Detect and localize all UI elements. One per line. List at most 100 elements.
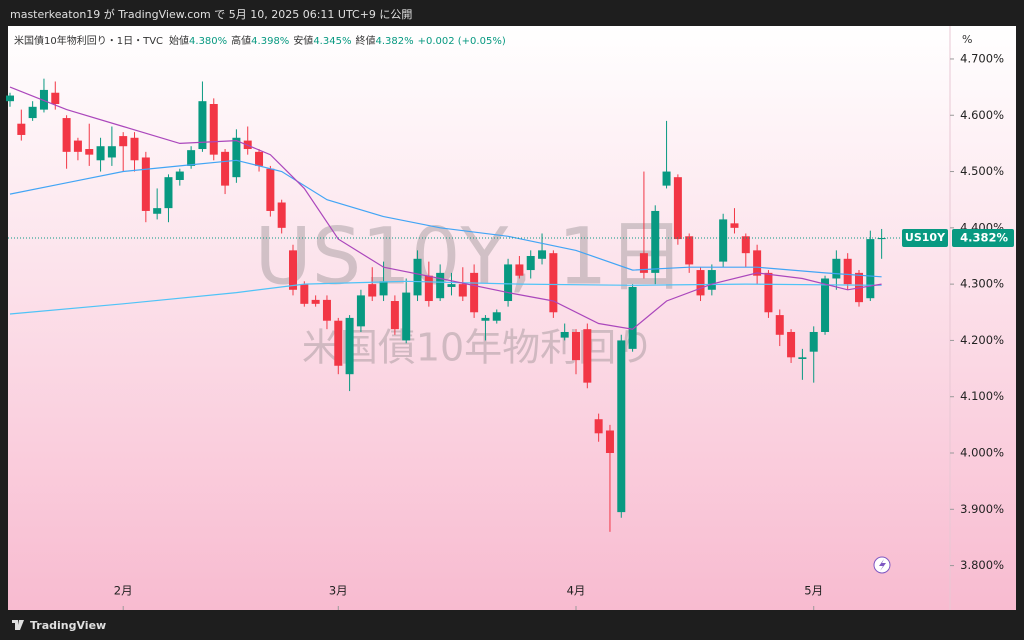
- candle-body: [96, 146, 105, 161]
- candle-body: [85, 149, 94, 155]
- candle-body: [6, 95, 14, 102]
- legend-label: 始値: [169, 36, 190, 47]
- watermark: 米国債10年物利回り: [302, 326, 654, 370]
- unit-label: %: [962, 33, 972, 46]
- candle-body: [560, 331, 569, 338]
- logo: [12, 620, 24, 630]
- y-tick-label: 4.500%: [960, 164, 1004, 178]
- y-tick-label: 4.000%: [960, 446, 1004, 460]
- candle-body: [821, 278, 830, 332]
- candle-body: [639, 253, 648, 273]
- legend-label: 高値: [231, 36, 252, 47]
- candle-body: [753, 250, 762, 276]
- candle-body: [764, 272, 773, 313]
- candle-body: [356, 295, 365, 327]
- candle-body: [447, 284, 456, 287]
- candle-body: [481, 317, 490, 321]
- candle-body: [424, 275, 433, 302]
- candle-body: [51, 92, 60, 104]
- candle-body: [719, 219, 728, 262]
- candle-body: [617, 340, 626, 513]
- candle-body: [153, 208, 162, 214]
- x-tick-label: 2月: [114, 584, 133, 598]
- symbol-line: 米国債10年物利回り・1日・TVC: [14, 36, 164, 47]
- candle-body: [470, 272, 479, 313]
- moving-average: [9, 86, 882, 330]
- candle-body: [707, 270, 716, 290]
- x-tick-label: 3月: [329, 584, 348, 598]
- candle-body: [198, 101, 207, 150]
- candle-body: [866, 239, 875, 299]
- candle-body: [119, 136, 128, 147]
- candle-body: [39, 89, 48, 110]
- price-tag-bg: [952, 228, 1014, 247]
- candle-body: [277, 202, 286, 228]
- candle-body: [605, 430, 614, 454]
- candle-body: [17, 123, 26, 135]
- candle-body: [458, 284, 467, 297]
- candle-body: [877, 237, 886, 240]
- candle-body: [515, 264, 524, 276]
- y-tick-label: 4.600%: [960, 108, 1004, 122]
- candle-body: [62, 118, 71, 152]
- candle-body: [628, 286, 637, 349]
- candle-body: [787, 331, 796, 358]
- candle-body: [538, 250, 547, 259]
- candle-body: [107, 146, 116, 158]
- candle-body: [141, 157, 150, 211]
- candle-body: [436, 272, 445, 299]
- legend-label: 安値: [293, 36, 314, 47]
- candle-body: [673, 177, 682, 240]
- candle-body: [334, 320, 343, 366]
- moving-average: [9, 280, 882, 315]
- candle-body: [775, 315, 784, 335]
- flash-icon: [873, 556, 891, 574]
- footer: TradingView: [30, 619, 107, 632]
- candle-body: [130, 137, 139, 161]
- y-tick-label: 3.900%: [960, 502, 1004, 516]
- candle-body: [504, 264, 513, 302]
- x-tick-label: 4月: [567, 584, 586, 598]
- candle-body: [402, 292, 411, 341]
- header: masterkeaton19 が TradingView.com で 5月 10…: [10, 8, 413, 21]
- candle-body: [368, 284, 377, 297]
- legend-label: 終値: [355, 36, 376, 47]
- candle-body: [300, 284, 309, 304]
- candle-body: [413, 258, 422, 296]
- candle-body: [651, 210, 660, 273]
- legend-value: 4.345%: [313, 36, 352, 47]
- candle-body: [266, 168, 275, 211]
- y-tick-label: 3.800%: [960, 558, 1004, 572]
- legend-value: 4.398%: [251, 36, 290, 47]
- candle-body: [662, 171, 671, 186]
- moving-average: [9, 159, 882, 278]
- y-tick-label: 4.300%: [960, 277, 1004, 291]
- candle-body: [549, 253, 558, 313]
- price-tag-symbol-bg: [902, 228, 948, 247]
- candle-body: [843, 258, 852, 285]
- candle-body: [73, 140, 82, 152]
- candle-body: [28, 106, 37, 119]
- candle-body: [492, 312, 501, 321]
- candle-body: [255, 151, 264, 166]
- candle-body: [311, 299, 320, 304]
- y-tick-label: 4.200%: [960, 333, 1004, 347]
- candle-body: [209, 103, 218, 155]
- candle-body: [187, 150, 196, 166]
- candle-body: [345, 317, 354, 375]
- candle-body: [232, 137, 241, 178]
- x-tick-label: 5月: [804, 584, 823, 598]
- candle-body: [685, 236, 694, 265]
- legend-value: 4.382%: [375, 36, 414, 47]
- candle-body: [832, 258, 841, 279]
- candle-body: [164, 177, 173, 209]
- y-tick-label: 4.100%: [960, 389, 1004, 403]
- candle-body: [526, 255, 535, 271]
- candle-body: [289, 250, 297, 290]
- candle-body: [696, 270, 705, 296]
- candle-body: [221, 151, 230, 186]
- legend-change: +0.002 (+0.05%): [417, 36, 506, 47]
- candle-body: [741, 236, 750, 254]
